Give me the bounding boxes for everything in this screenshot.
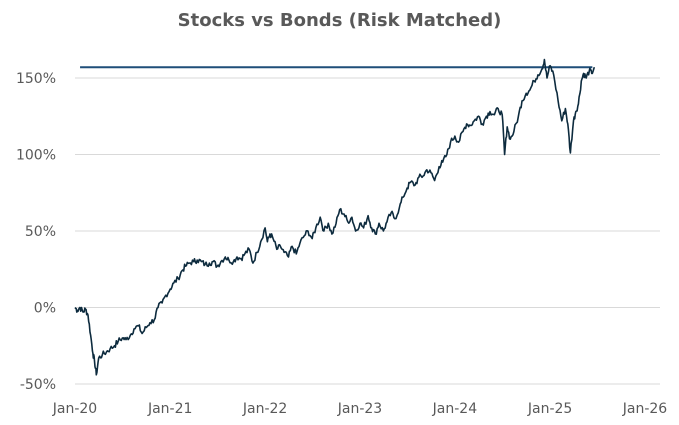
y-tick-label: 50%	[25, 224, 56, 240]
y-tick-label: 0%	[34, 300, 56, 316]
y-tick-label: 100%	[16, 147, 56, 163]
x-tick-label: Jan-21	[147, 401, 192, 417]
x-tick-label: Jan-25	[527, 401, 572, 417]
y-tick-label: 150%	[16, 71, 56, 87]
series-line	[74, 58, 596, 376]
gridlines	[75, 77, 660, 308]
chart-title: Stocks vs Bonds (Risk Matched)	[177, 10, 502, 31]
x-tick-label: Jan-24	[432, 401, 478, 417]
y-tick-label: -50%	[20, 377, 56, 393]
y-axis-labels: -50% 0% 50% 100% 150%	[16, 71, 56, 393]
x-tick-label: Jan-22	[242, 401, 287, 417]
x-tick-label: Jan-23	[337, 401, 382, 417]
x-axis-labels: Jan-20 Jan-21 Jan-22 Jan-23 Jan-24 Jan-25 Jan-…	[52, 401, 668, 417]
x-tick-label: Jan-20	[52, 401, 97, 417]
x-tick-label: Jan-26	[622, 401, 668, 417]
